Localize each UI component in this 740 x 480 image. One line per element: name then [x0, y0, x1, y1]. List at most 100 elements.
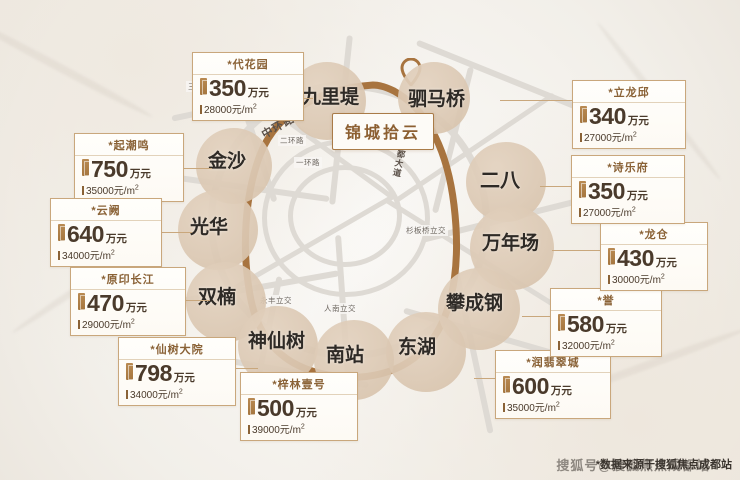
- price-card-name: *梓林壹号: [241, 373, 357, 395]
- price-per-sqm: 35000元/m2: [503, 399, 603, 414]
- price-card-zilinyihao[interactable]: *梓林壹号 500 万元 39000元/m2: [240, 372, 358, 441]
- price-line: 430 万元: [608, 247, 700, 270]
- price-per-sqm: 32000元/m2: [558, 337, 654, 352]
- price-card-name: *代花园: [193, 53, 303, 75]
- price-unit: 万元: [655, 257, 677, 269]
- price-amount: 580: [567, 311, 604, 337]
- leader-line: [552, 250, 600, 251]
- price-card-name: *龙仓: [601, 223, 707, 245]
- price-card-yu[interactable]: *誉 580 万元 32000元/m2: [550, 288, 662, 357]
- price-line: 500 万元: [248, 397, 350, 420]
- price-unit: 万元: [626, 190, 648, 202]
- vein-decoration: [0, 10, 155, 121]
- price-card-longcang[interactable]: *龙仓 430 万元 30000元/m2: [600, 222, 708, 291]
- district-label-shenxianshu: 神仙树: [248, 331, 306, 352]
- data-source-note: *数据来源于搜狐焦点成都站: [595, 459, 732, 471]
- interchange-label-shanbanqiao: 杉板桥立交: [404, 225, 448, 236]
- price-per-sqm: 27000元/m2: [579, 204, 677, 219]
- price-line: 470 万元: [78, 292, 178, 315]
- price-card-daihuayuan[interactable]: *代花园 350 万元 28000元/m2: [192, 52, 304, 121]
- district-label-donghu: 东湖: [398, 337, 437, 358]
- price-tag-icon: [58, 224, 66, 241]
- price-per-sqm: 27000元/m2: [580, 129, 678, 144]
- price-line: 350 万元: [200, 77, 296, 100]
- price-line: 580 万元: [558, 313, 654, 336]
- price-card-body: 798 万元 34000元/m2: [119, 360, 235, 405]
- price-card-body: 430 万元 30000元/m2: [601, 245, 707, 290]
- leader-line: [160, 232, 192, 233]
- price-card-body: 340 万元 27000元/m2: [573, 103, 685, 148]
- leader-line: [522, 316, 550, 317]
- price-amount: 750: [91, 156, 128, 182]
- price-tag-icon: [82, 159, 90, 176]
- price-amount: 640: [67, 221, 104, 247]
- price-card-runfeicuicheng[interactable]: *润翡翠城 600 万元 35000元/m2: [495, 350, 611, 419]
- price-line: 798 万元: [126, 362, 228, 385]
- district-label-nanzhan: 南站: [326, 345, 365, 366]
- leader-line: [178, 168, 212, 169]
- district-label-simaqiao: 驷马桥: [408, 89, 466, 110]
- price-card-lilongqiu[interactable]: *立龙邱 340 万元 27000元/m2: [572, 80, 686, 149]
- price-tag-icon: [248, 398, 256, 415]
- district-label-jiulidi: 九里堤: [302, 87, 360, 108]
- price-line: 750 万元: [82, 158, 176, 181]
- leader-line: [182, 300, 210, 301]
- price-line: 350 万元: [579, 180, 677, 203]
- district-label-jinsha: 金沙: [208, 151, 247, 172]
- price-unit: 万元: [627, 115, 649, 127]
- price-per-sqm: 29000元/m2: [78, 316, 178, 331]
- price-card-body: 750 万元 35000元/m2: [75, 156, 183, 201]
- price-card-name: *起潮鸣: [75, 134, 183, 156]
- price-card-yunque[interactable]: *云阙 640 万元 34000元/m2: [50, 198, 162, 267]
- price-card-name: *诗乐府: [572, 156, 684, 178]
- project-title-badge[interactable]: 锦城拾云: [332, 113, 435, 150]
- price-unit: 万元: [125, 302, 147, 314]
- price-tag-icon: [579, 181, 587, 198]
- district-label-guanghua: 光华: [190, 217, 229, 238]
- price-amount: 340: [589, 103, 626, 129]
- price-card-xianshudayuan[interactable]: *仙树大院 798 万元 34000元/m2: [118, 337, 236, 406]
- district-label-shuangnan: 双楠: [198, 287, 237, 308]
- price-tag-icon: [580, 106, 588, 123]
- district-label-erba: 二八: [480, 170, 520, 192]
- district-label-wannianchang: 万年场: [482, 233, 540, 254]
- price-amount: 430: [617, 245, 654, 271]
- price-card-name: *誉: [551, 289, 661, 311]
- price-card-body: 470 万元 29000元/m2: [71, 290, 185, 335]
- price-amount: 470: [87, 290, 124, 316]
- price-per-sqm: 34000元/m2: [126, 386, 228, 401]
- district-blob: [178, 190, 258, 270]
- price-amount: 350: [209, 75, 246, 101]
- price-unit: 万元: [295, 407, 317, 419]
- price-card-body: 580 万元 32000元/m2: [551, 311, 661, 356]
- price-card-body: 350 万元 28000元/m2: [193, 75, 303, 120]
- leader-line: [500, 100, 572, 101]
- price-per-sqm: 35000元/m2: [82, 182, 176, 197]
- price-tag-icon: [608, 248, 616, 265]
- price-line: 600 万元: [503, 375, 603, 398]
- leader-line: [232, 368, 258, 369]
- district-blob: [386, 312, 466, 392]
- interchange-label-rennan: 人南立交: [322, 303, 358, 314]
- price-line: 340 万元: [580, 105, 678, 128]
- price-tag-icon: [78, 293, 86, 310]
- price-per-sqm: 39000元/m2: [248, 421, 350, 436]
- price-tag-icon: [126, 363, 134, 380]
- price-per-sqm: 34000元/m2: [58, 247, 154, 262]
- price-card-name: *立龙邱: [573, 81, 685, 103]
- price-card-name: *仙树大院: [119, 338, 235, 360]
- price-card-qichaoming[interactable]: *起潮鸣 750 万元 35000元/m2: [74, 133, 184, 202]
- price-card-shilefu[interactable]: *诗乐府 350 万元 27000元/m2: [571, 155, 685, 224]
- price-amount: 600: [512, 373, 549, 399]
- leader-line: [474, 378, 496, 379]
- price-line: 640 万元: [58, 223, 154, 246]
- price-card-body: 600 万元 35000元/m2: [496, 373, 610, 418]
- price-amount: 798: [135, 360, 172, 386]
- price-unit: 万元: [105, 233, 127, 245]
- price-per-sqm: 30000元/m2: [608, 271, 700, 286]
- price-card-body: 500 万元 39000元/m2: [241, 395, 357, 440]
- price-card-body: 350 万元 27000元/m2: [572, 178, 684, 223]
- price-amount: 500: [257, 395, 294, 421]
- price-card-yuanyinchangjiang[interactable]: *原印长江 470 万元 29000元/m2: [70, 267, 186, 336]
